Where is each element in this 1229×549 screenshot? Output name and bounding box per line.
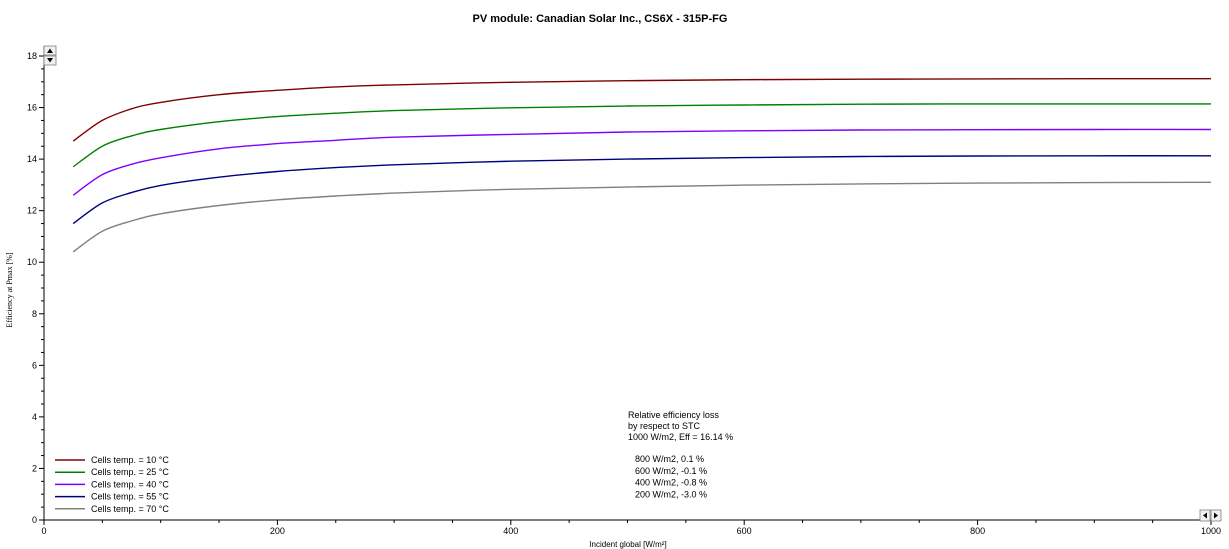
- annotation-header-line: by respect to STC: [628, 421, 701, 431]
- legend-label: Cells temp. = 55 °C: [91, 492, 169, 502]
- annotation-header-line: Relative efficiency loss: [628, 410, 719, 420]
- annotation-header-line: 1000 W/m2, Eff = 16.14 %: [628, 432, 733, 442]
- x-scroll-buttons[interactable]: [1199, 509, 1222, 522]
- x-tick-label: 0: [41, 526, 46, 536]
- y-tick-label: 8: [32, 309, 37, 319]
- series-line-3: [72, 128, 1212, 196]
- legend-label: Cells temp. = 70 °C: [91, 504, 169, 514]
- legend-label: Cells temp. = 10 °C: [91, 455, 169, 465]
- annotation-row: 400 W/m2, -0.8 %: [635, 478, 707, 488]
- y-scroll-buttons[interactable]: [43, 45, 57, 66]
- y-tick-label: 2: [32, 463, 37, 473]
- series-line-5: [72, 181, 1212, 253]
- arrow-left-icon: [1203, 512, 1207, 519]
- arrow-down-icon: [47, 58, 53, 63]
- legend-label: Cells temp. = 40 °C: [91, 479, 169, 489]
- x-tick-label: 800: [970, 526, 985, 536]
- y-tick-label: 18: [27, 51, 37, 61]
- arrow-up-icon: [47, 48, 53, 53]
- legend-label: Cells temp. = 25 °C: [91, 467, 169, 477]
- y-tick-label: 4: [32, 412, 37, 422]
- y-tick-label: 0: [32, 515, 37, 525]
- annotation-row: 200 W/m2, -3.0 %: [635, 489, 707, 499]
- x-tick-label: 600: [737, 526, 752, 536]
- x-tick-label: 200: [270, 526, 285, 536]
- y-tick-label: 16: [27, 103, 37, 113]
- x-axis-label: Incident global [W/m²]: [589, 540, 666, 549]
- y-tick-label: 14: [27, 154, 37, 164]
- chart-title: PV module: Canadian Solar Inc., CS6X - 3…: [473, 13, 728, 25]
- y-tick-label: 6: [32, 360, 37, 370]
- series-line-2: [72, 103, 1211, 168]
- y-axis-label: Efficiency at Pmax [%]: [5, 252, 14, 327]
- arrow-right-icon: [1214, 512, 1218, 519]
- series-line-4: [72, 155, 1212, 225]
- annotation-row: 800 W/m2, 0.1 %: [635, 454, 704, 464]
- y-tick-label: 10: [27, 257, 37, 267]
- series-line-1: [72, 77, 1212, 142]
- annotation-row: 600 W/m2, -0.1 %: [635, 466, 707, 476]
- plot-area: 0 200 400 600 800 1000 0 2 4 6 8 10 12 14 16 18 Cells te…: [27, 46, 1221, 536]
- x-tick-label: 400: [503, 526, 518, 536]
- y-tick-label: 12: [27, 206, 37, 216]
- x-tick-label: 1000: [1201, 526, 1221, 536]
